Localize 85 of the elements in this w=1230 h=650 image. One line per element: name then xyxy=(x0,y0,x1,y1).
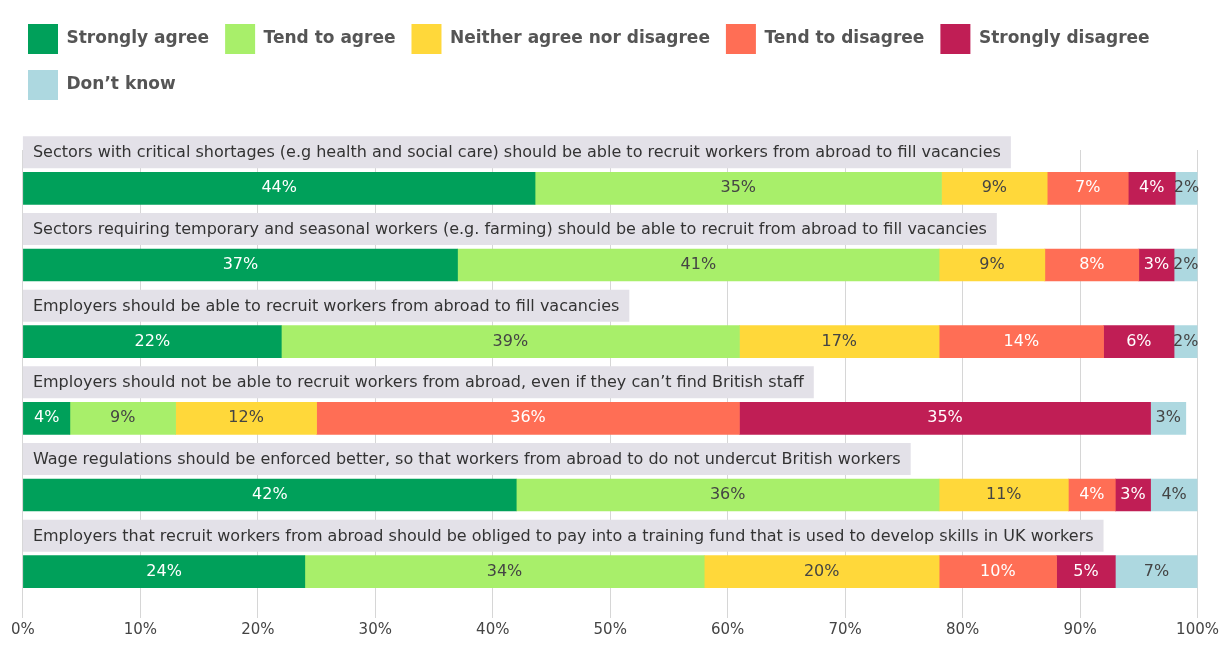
x-tick-label: 80% xyxy=(945,619,980,638)
bar xyxy=(739,325,940,358)
data-label: 35% xyxy=(927,407,963,427)
data-label: 8% xyxy=(1079,254,1105,274)
bar xyxy=(1056,555,1116,588)
bar xyxy=(23,478,517,512)
data-label: 10% xyxy=(980,560,1016,580)
bar xyxy=(938,325,1104,358)
x-tick-label: 50% xyxy=(593,619,627,638)
bar xyxy=(515,478,940,512)
x-tick-label: 70% xyxy=(828,619,862,638)
data-label: 12% xyxy=(228,407,264,427)
data-label: 3% xyxy=(1155,407,1181,427)
x-tick-label: 20% xyxy=(241,619,275,638)
data-label: 14% xyxy=(1003,330,1040,350)
legend-label: Neither agree nor disagree xyxy=(449,27,710,48)
data-label: 42% xyxy=(252,484,288,504)
data-label: 6% xyxy=(1126,330,1152,350)
data-label: 20% xyxy=(803,560,840,580)
bar xyxy=(1103,325,1175,358)
x-tick-label: 40% xyxy=(476,619,510,638)
legend-label: Tend to disagree xyxy=(764,27,925,48)
bar xyxy=(23,325,282,358)
legend-label: Tend to agree xyxy=(263,27,396,48)
y-tick-label: Employers that recruit workers from abroad should be obliged to pay into a training fund that is used to develop skills in UK workers xyxy=(32,525,1094,545)
y-tick-label: Sectors with critical shortages (e.g health and social care) should be able to recruit workers from abroad to fill vacancies xyxy=(32,142,1001,162)
data-label: 39% xyxy=(492,330,529,350)
bar xyxy=(304,555,705,588)
bar xyxy=(534,172,942,205)
bar xyxy=(23,402,71,435)
bar xyxy=(941,172,1048,205)
data-label: 9% xyxy=(981,177,1008,197)
data-label: 44% xyxy=(261,177,298,197)
data-label: 34% xyxy=(486,560,523,580)
legend-label: Strongly agree xyxy=(66,27,210,48)
bar xyxy=(938,248,1046,282)
x-tick-label: 60% xyxy=(711,619,745,638)
data-label: 35% xyxy=(720,177,757,197)
y-tick-label: Employers should be able to recruit workers from abroad to fill vacancies xyxy=(32,295,620,315)
bar xyxy=(1046,172,1129,205)
x-tick-label: 30% xyxy=(358,619,392,638)
data-label: 41% xyxy=(680,254,717,274)
data-label: 22% xyxy=(134,330,171,350)
data-label: 36% xyxy=(709,484,746,504)
data-label: 37% xyxy=(222,254,259,274)
x-tick-label: 0% xyxy=(11,619,35,638)
data-label: 4% xyxy=(33,407,60,427)
bar xyxy=(938,478,1069,512)
bar xyxy=(1115,555,1198,588)
bar xyxy=(23,172,536,205)
bar xyxy=(938,555,1057,588)
bar xyxy=(23,555,306,588)
x-tick-label: 10% xyxy=(123,619,158,638)
bar xyxy=(69,402,176,435)
bar xyxy=(23,248,458,282)
bar xyxy=(739,402,1151,435)
x-tick-label: 90% xyxy=(1063,619,1097,638)
bar xyxy=(280,325,740,358)
data-label: 9% xyxy=(979,254,1005,274)
legend-label: Strongly disagree xyxy=(978,27,1150,48)
data-label: 4% xyxy=(1139,177,1165,197)
data-label: 7% xyxy=(1075,177,1101,197)
data-label: 3% xyxy=(1143,254,1170,274)
data-label: 24% xyxy=(146,560,182,580)
y-tick-label: Employers should not be able to recruit workers from abroad, even if they can’t find British staff xyxy=(32,372,805,392)
data-label: 11% xyxy=(985,484,1022,504)
data-label: 9% xyxy=(110,407,136,427)
y-tick-label: Wage regulations should be enforced better, so that workers from abroad to do not undercut British workers xyxy=(32,449,901,469)
data-label: 36% xyxy=(510,407,546,427)
x-tick-label: 100% xyxy=(1176,619,1219,638)
data-label: 7% xyxy=(1143,560,1170,580)
bar xyxy=(457,248,940,282)
data-label: 5% xyxy=(1073,560,1099,580)
bar xyxy=(316,402,740,435)
data-label: 17% xyxy=(821,330,858,350)
bar xyxy=(175,402,317,435)
data-label: 4% xyxy=(1161,484,1187,504)
legend-label: Don’t know xyxy=(66,73,176,94)
data-label: 3% xyxy=(1120,484,1146,504)
data-label: 4% xyxy=(1079,484,1105,504)
bar xyxy=(1044,248,1140,282)
data-label: 2% xyxy=(1173,254,1199,274)
bar xyxy=(703,555,940,588)
y-tick-label: Sectors requiring temporary and seasonal workers (e.g. farming) should be able to recruit from abroad to fill vacancies xyxy=(32,219,987,239)
data-label: 2% xyxy=(1173,330,1199,350)
